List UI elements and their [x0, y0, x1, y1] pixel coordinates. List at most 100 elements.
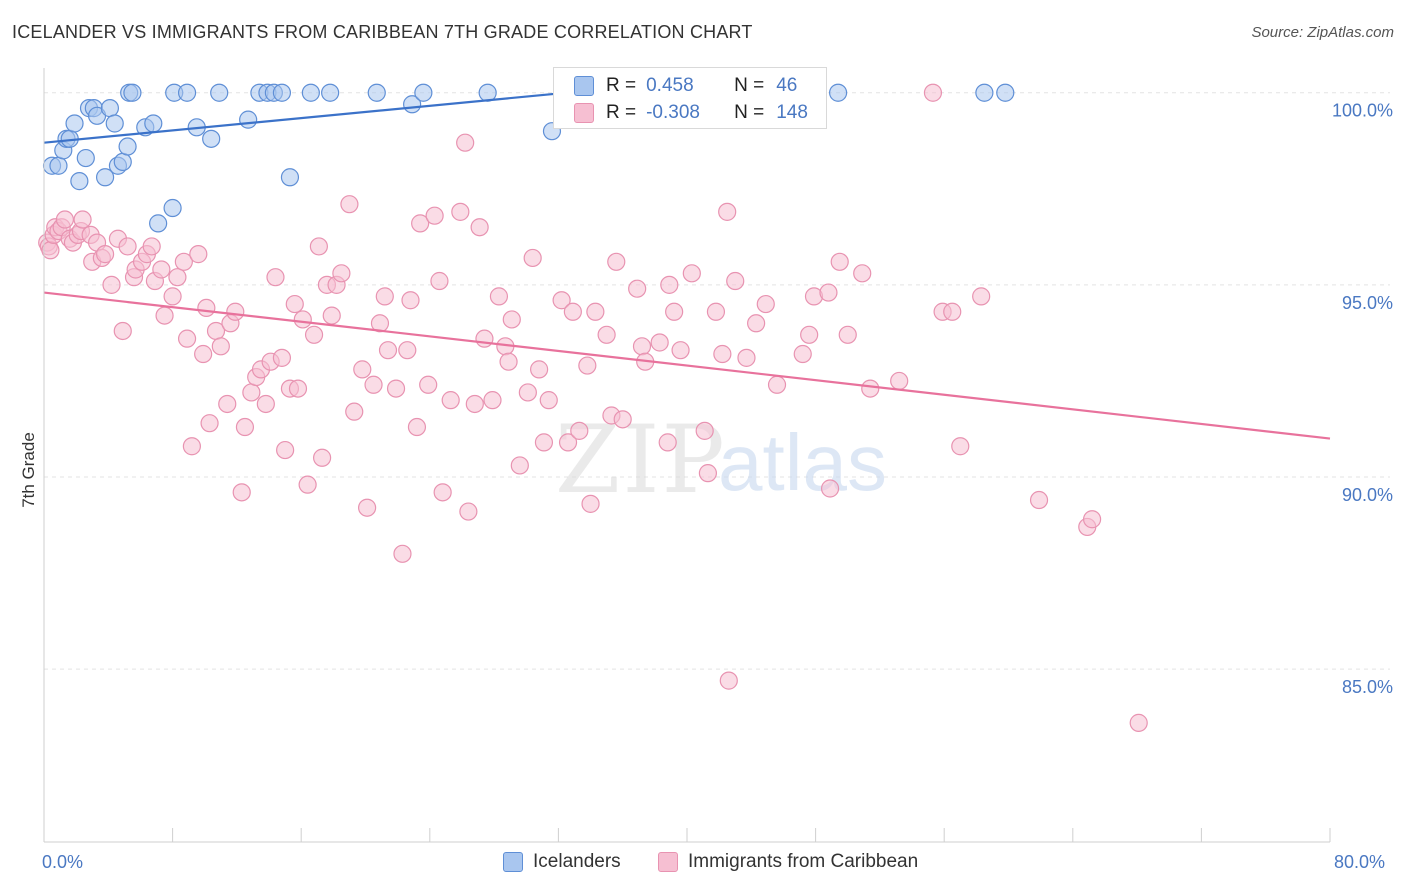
caribbean-point: [861, 379, 880, 398]
caribbean-point: [266, 268, 285, 287]
caribbean-point: [288, 379, 308, 398]
r-value: -0.308: [646, 102, 700, 123]
caribbean-point: [218, 394, 237, 414]
caribbean-point: [163, 287, 182, 306]
y-tick-label: 90.0%: [1342, 485, 1393, 505]
caribbean-point: [345, 402, 364, 421]
caribbean-point: [767, 375, 787, 394]
caribbean-point: [322, 306, 341, 325]
icelander-point: [105, 114, 124, 133]
inset-row-caribbean: R = -0.308 N = 148: [574, 101, 808, 125]
caribbean-point: [660, 275, 679, 294]
caribbean-point: [155, 306, 174, 325]
caribbean-point: [530, 360, 549, 379]
icelander-point: [70, 172, 89, 191]
caribbean-point: [607, 252, 626, 271]
caribbean-point: [718, 202, 737, 221]
caribbean-point: [200, 414, 219, 433]
caribbean-point: [386, 379, 406, 398]
caribbean-point: [613, 410, 632, 429]
n-value: 148: [776, 102, 808, 123]
caribbean-point: [923, 83, 943, 102]
caribbean-point: [309, 237, 328, 256]
legend-item-caribbean[interactable]: Immigrants from Caribbean: [658, 851, 918, 873]
icelander-point: [975, 83, 994, 102]
icelander-point: [996, 83, 1015, 102]
caribbean-point: [853, 264, 872, 283]
inset-row-icelanders: R = 0.458 N = 46: [574, 74, 797, 98]
caribbean-point: [534, 433, 554, 452]
caribbean-point: [563, 302, 582, 321]
caribbean-point: [665, 302, 684, 321]
caribbean-point: [298, 475, 317, 494]
x-tick-max: 80.0%: [1334, 852, 1386, 872]
caribbean-point: [177, 329, 197, 348]
icelander-point: [177, 83, 197, 102]
caribbean-point: [470, 218, 489, 237]
caribbean-point: [737, 348, 756, 367]
caribbean-point: [430, 271, 449, 291]
r-label: R =: [606, 102, 637, 123]
caribbean-point: [152, 260, 171, 279]
caribbean-point: [235, 417, 255, 437]
caribbean-point: [226, 302, 245, 321]
caribbean-point: [890, 371, 909, 391]
caribbean-point: [353, 360, 372, 379]
icelander-point: [95, 168, 115, 187]
caribbean-point: [483, 391, 502, 410]
caribbean-point: [407, 417, 427, 437]
caribbean-point: [558, 433, 578, 452]
y-tick-labels: 100.0% 95.0% 90.0% 85.0%: [1332, 101, 1393, 697]
n-label: N =: [734, 102, 765, 123]
pink-swatch: [574, 103, 594, 123]
caribbean-point: [1129, 713, 1148, 732]
watermark: ZIP atlas: [555, 406, 887, 515]
caribbean-point: [475, 329, 494, 348]
legend-label: Icelanders: [533, 851, 621, 872]
icelander-point: [272, 83, 292, 102]
caribbean-point: [358, 498, 377, 517]
caribbean-point: [632, 337, 652, 356]
caribbean-point: [168, 268, 187, 287]
chart-title: ICELANDER VS IMMIGRANTS FROM CARIBBEAN 7…: [12, 22, 753, 42]
caribbean-point: [698, 464, 717, 483]
pink-swatch: [658, 852, 678, 872]
caribbean-point: [695, 421, 714, 440]
icelander-point: [210, 83, 229, 102]
caribbean-point: [465, 394, 484, 414]
caribbean-point: [682, 264, 701, 283]
n-label: N =: [734, 75, 765, 96]
caribbean-point: [272, 348, 292, 367]
icelander-point: [65, 114, 84, 133]
caribbean-point: [411, 214, 430, 233]
icelander-point: [144, 114, 163, 133]
caribbean-point: [838, 325, 857, 344]
icelander-point: [301, 83, 320, 102]
icelander-point: [163, 198, 182, 218]
caribbean-point: [95, 245, 115, 264]
icelander-point: [149, 214, 168, 233]
trend-lines: [43, 80, 1331, 440]
icelander-point: [367, 83, 386, 102]
caribbean-point: [242, 383, 261, 402]
inset-legend: R = 0.458 N = 46 R = -0.308 N = 148: [553, 67, 827, 129]
icelander-point: [118, 137, 137, 156]
caribbean-point: [800, 325, 819, 344]
caribbean-point: [293, 310, 312, 329]
legend-item-icelanders[interactable]: Icelanders: [503, 851, 621, 873]
caribbean-point: [304, 325, 324, 344]
icelander-point: [239, 110, 258, 129]
caribbean-points: [38, 83, 1148, 732]
bottom-legend: Icelanders Immigrants from Caribbean: [0, 851, 1406, 879]
source-label: Source: ZipAtlas.com: [1251, 24, 1394, 41]
caribbean-point: [194, 344, 213, 364]
caribbean-point: [332, 264, 351, 283]
caribbean-point: [182, 437, 201, 456]
icelander-point: [202, 129, 221, 148]
caribbean-point: [518, 383, 537, 402]
caribbean-point: [375, 287, 394, 306]
caribbean-point: [398, 341, 417, 360]
y-tick-label: 85.0%: [1342, 677, 1393, 697]
blue-swatch: [574, 76, 594, 96]
